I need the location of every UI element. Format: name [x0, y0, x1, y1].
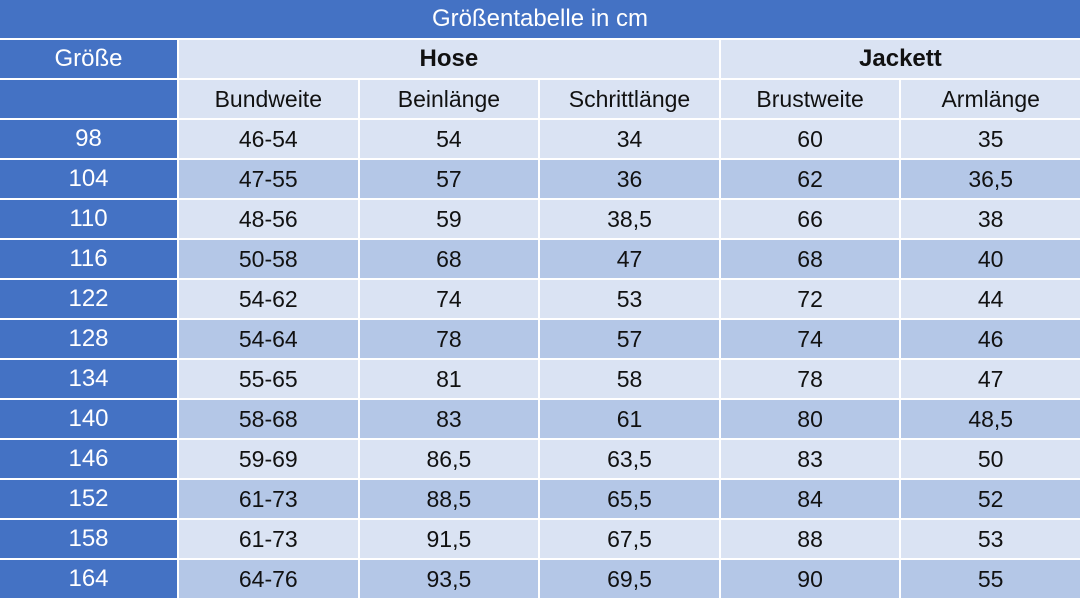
value-cell: 58-68 — [179, 400, 358, 438]
size-cell: 98 — [0, 120, 177, 158]
value-cell: 47-55 — [179, 160, 358, 198]
value-cell: 59-69 — [179, 440, 358, 478]
value-cell: 88 — [720, 520, 900, 558]
value-cell: 81 — [359, 360, 539, 398]
value-cell: 67,5 — [540, 520, 719, 558]
value-cell: 78 — [720, 360, 900, 398]
value-cell: 59 — [359, 200, 539, 238]
size-cell: 164 — [0, 560, 177, 598]
value-cell: 55-65 — [179, 360, 358, 398]
value-cell: 80 — [720, 400, 900, 438]
value-cell: 52 — [901, 480, 1080, 518]
value-cell: 55 — [901, 560, 1080, 598]
value-cell: 50 — [901, 440, 1080, 478]
value-cell: 40 — [901, 240, 1080, 278]
value-cell: 61 — [540, 400, 719, 438]
value-cell: 61-73 — [179, 480, 358, 518]
size-cell: 110 — [0, 200, 177, 238]
group-header: Hose — [179, 40, 719, 78]
value-cell: 90 — [720, 560, 900, 598]
value-cell: 68 — [720, 240, 900, 278]
value-cell: 54-62 — [179, 280, 358, 318]
size-cell: 122 — [0, 280, 177, 318]
column-header: Armlänge — [901, 80, 1080, 118]
group-header: Jackett — [720, 40, 1080, 78]
size-cell: 104 — [0, 160, 177, 198]
value-cell: 47 — [540, 240, 719, 278]
table-title: Größentabelle in cm — [0, 0, 1080, 38]
value-cell: 93,5 — [359, 560, 539, 598]
value-cell: 78 — [359, 320, 539, 358]
value-cell: 91,5 — [359, 520, 539, 558]
value-cell: 53 — [901, 520, 1080, 558]
value-cell: 35 — [901, 120, 1080, 158]
value-cell: 68 — [359, 240, 539, 278]
value-cell: 44 — [901, 280, 1080, 318]
value-cell: 48,5 — [901, 400, 1080, 438]
size-cell: 152 — [0, 480, 177, 518]
size-cell: 128 — [0, 320, 177, 358]
value-cell: 60 — [720, 120, 900, 158]
size-cell: 134 — [0, 360, 177, 398]
size-cell: 140 — [0, 400, 177, 438]
value-cell: 57 — [359, 160, 539, 198]
value-cell: 50-58 — [179, 240, 358, 278]
value-cell: 84 — [720, 480, 900, 518]
value-cell: 64-76 — [179, 560, 358, 598]
value-cell: 36 — [540, 160, 719, 198]
value-cell: 74 — [720, 320, 900, 358]
value-cell: 54 — [359, 120, 539, 158]
value-cell: 47 — [901, 360, 1080, 398]
column-header: Bundweite — [179, 80, 358, 118]
size-header: Größe — [0, 40, 177, 78]
size-cell: 116 — [0, 240, 177, 278]
value-cell: 53 — [540, 280, 719, 318]
value-cell: 38,5 — [540, 200, 719, 238]
value-cell: 86,5 — [359, 440, 539, 478]
value-cell: 38 — [901, 200, 1080, 238]
value-cell: 66 — [720, 200, 900, 238]
value-cell: 61-73 — [179, 520, 358, 558]
value-cell: 69,5 — [540, 560, 719, 598]
size-cell: 158 — [0, 520, 177, 558]
column-header: Beinlänge — [359, 80, 539, 118]
value-cell: 74 — [359, 280, 539, 318]
value-cell: 72 — [720, 280, 900, 318]
value-cell: 65,5 — [540, 480, 719, 518]
size-header-blank — [0, 80, 177, 118]
value-cell: 34 — [540, 120, 719, 158]
column-header: Schrittlänge — [540, 80, 719, 118]
value-cell: 58 — [540, 360, 719, 398]
value-cell: 83 — [720, 440, 900, 478]
value-cell: 88,5 — [359, 480, 539, 518]
value-cell: 46-54 — [179, 120, 358, 158]
value-cell: 46 — [901, 320, 1080, 358]
value-cell: 57 — [540, 320, 719, 358]
value-cell: 62 — [720, 160, 900, 198]
value-cell: 54-64 — [179, 320, 358, 358]
value-cell: 63,5 — [540, 440, 719, 478]
value-cell: 48-56 — [179, 200, 358, 238]
size-cell: 146 — [0, 440, 177, 478]
column-header: Brustweite — [720, 80, 900, 118]
value-cell: 36,5 — [901, 160, 1080, 198]
value-cell: 83 — [359, 400, 539, 438]
